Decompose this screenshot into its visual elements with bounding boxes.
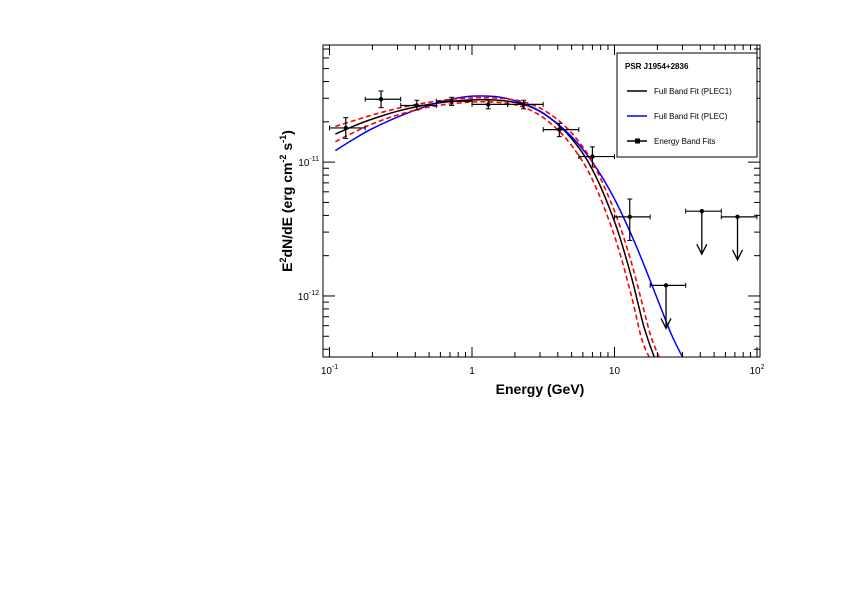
data-marker — [557, 127, 562, 132]
data-point-5 — [471, 99, 509, 110]
legend-label: Full Band Fit (PLEC1) — [654, 87, 732, 96]
data-marker — [663, 283, 669, 288]
legend: PSR J1954+2836 Full Band Fit (PLEC1) Full… — [616, 52, 758, 158]
legend-entry-2: Full Band Fit (PLEC) — [627, 112, 728, 121]
x-tick-label: 10 — [609, 366, 621, 377]
arrow-down-icon — [660, 318, 672, 330]
data-marker — [735, 214, 740, 220]
legend-entry-3: Energy Band Fits — [627, 137, 715, 146]
data-point-9 — [613, 198, 651, 241]
data-marker — [521, 102, 526, 107]
upper-limit-2 — [685, 208, 722, 256]
fit-curve-3 — [335, 96, 660, 357]
legend-marker — [635, 138, 640, 144]
data-marker — [378, 97, 384, 102]
data-marker — [590, 154, 595, 159]
data-point-7 — [542, 122, 580, 138]
data-marker — [486, 102, 491, 107]
data-point-2 — [364, 90, 402, 109]
arrow-down-icon — [731, 249, 744, 262]
data-point-1 — [329, 117, 366, 140]
x-tick-label: 10-1 — [321, 364, 338, 377]
x-axis-ticks: 10-1 1 10 102 — [321, 45, 765, 377]
y-axis-title: E2dN/dE (erg cm-2 s-1) — [278, 130, 295, 272]
legend-box — [616, 52, 758, 158]
data-point-3 — [400, 99, 437, 111]
legend-title: PSR J1954+2836 — [625, 62, 689, 71]
upper-limit-1 — [649, 282, 687, 330]
data-marker — [414, 103, 420, 108]
legend-label: Energy Band Fits — [654, 137, 715, 146]
legend-label: Full Band Fit (PLEC) — [654, 112, 728, 121]
data-marker — [449, 99, 454, 104]
x-tick-label: 1 — [469, 366, 475, 377]
y-tick-label: 10-11 — [298, 156, 319, 169]
legend-entry-1: Full Band Fit (PLEC1) — [627, 87, 732, 96]
fit-curve-2 — [335, 95, 684, 357]
data-point-6 — [507, 99, 544, 110]
data-points — [329, 90, 651, 241]
data-marker — [343, 125, 348, 131]
upper-limit-3 — [720, 214, 758, 262]
data-point-8 — [578, 146, 615, 168]
arrow-down-icon — [696, 243, 708, 256]
y-tick-label: 10-12 — [298, 290, 319, 303]
x-axis-title: Energy (GeV) — [496, 381, 585, 397]
fit-curve-1 — [335, 98, 655, 357]
fit-curves — [335, 95, 684, 357]
data-point-4 — [435, 96, 473, 106]
data-marker — [699, 208, 705, 214]
plot-frame — [322, 44, 761, 358]
data-marker — [627, 214, 632, 220]
x-tick-label: 102 — [749, 364, 764, 377]
upper-limits — [649, 208, 758, 330]
